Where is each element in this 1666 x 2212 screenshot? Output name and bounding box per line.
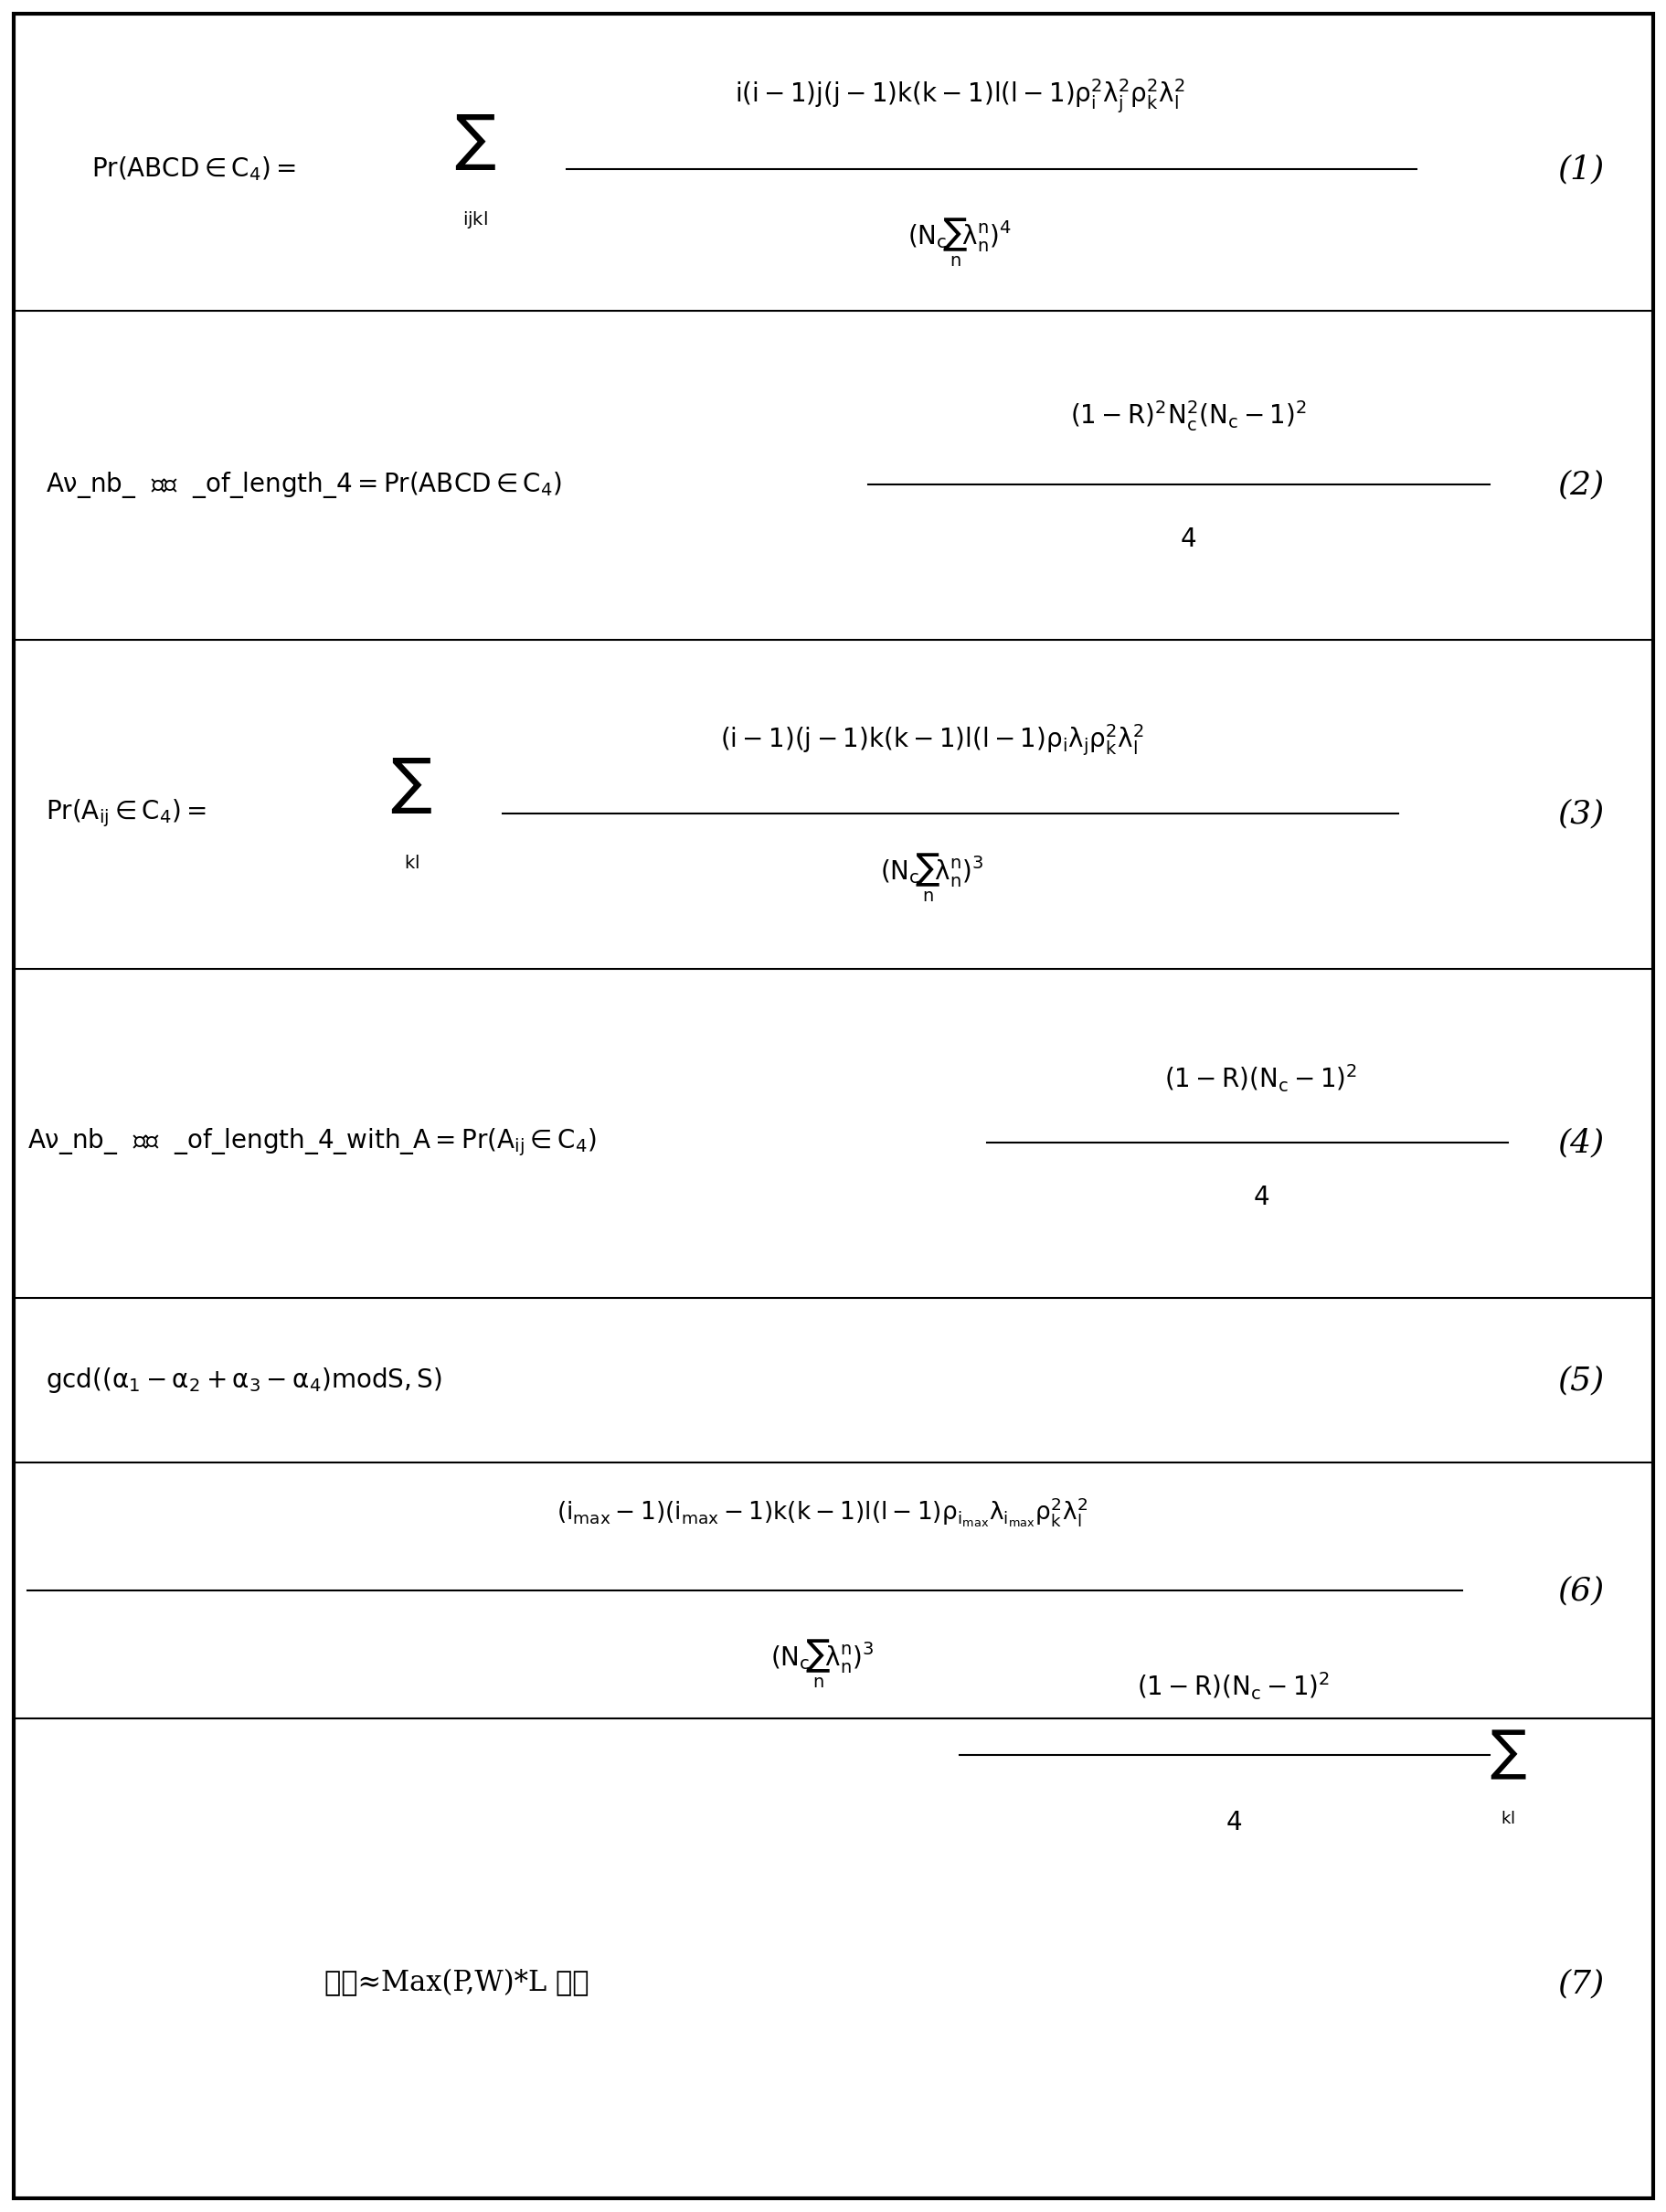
- Text: $\sum$: $\sum$: [455, 113, 496, 170]
- Text: $\mathrm{kl}$: $\mathrm{kl}$: [403, 856, 418, 872]
- Text: (5): (5): [1556, 1365, 1604, 1396]
- Text: $\mathrm{(1-R)(N_c-1)^2}$: $\mathrm{(1-R)(N_c-1)^2}$: [1136, 1670, 1329, 1703]
- Text: (2): (2): [1556, 469, 1604, 500]
- Text: $\mathrm{ijkl}$: $\mathrm{ijkl}$: [461, 208, 488, 230]
- Text: $\mathrm{A\nu\_nb\_}$  周期  $\mathrm{\_of\_length\_4=Pr(ABCD{\in}C_4)}$: $\mathrm{A\nu\_nb\_}$ 周期 $\mathrm{\_of\_…: [45, 469, 561, 500]
- Text: (1): (1): [1556, 153, 1604, 184]
- Text: $\mathrm{(i_{max}-1)(i_{max}-1)k(k-1)l(l-1)\rho_{i_{max}}\lambda_{i_{max}}\rho_k: $\mathrm{(i_{max}-1)(i_{max}-1)k(k-1)l(l…: [556, 1495, 1088, 1528]
- Text: $\mathrm{4}$: $\mathrm{4}$: [1180, 526, 1196, 551]
- Text: $\mathrm{(1-R)^2N_c^2(N_c-1)^2}$: $\mathrm{(1-R)^2N_c^2(N_c-1)^2}$: [1070, 398, 1306, 434]
- Text: $\sum$: $\sum$: [1489, 1728, 1526, 1781]
- Text: $\mathrm{i(i-1)j(j-1)k(k-1)l(l-1)\rho_i^2\lambda_j^2\rho_k^2\lambda_l^2}$: $\mathrm{i(i-1)j(j-1)k(k-1)l(l-1)\rho_i^…: [735, 77, 1185, 115]
- Text: $\mathrm{kl}$: $\mathrm{kl}$: [1499, 1812, 1514, 1827]
- Text: $\mathrm{gcd((\alpha_1-\alpha_2+\alpha_3-\alpha_4)modS,S)}$: $\mathrm{gcd((\alpha_1-\alpha_2+\alpha_3…: [45, 1365, 441, 1396]
- Text: $\mathrm{(N_c\!\sum_n\!\lambda_n^n)^3}$: $\mathrm{(N_c\!\sum_n\!\lambda_n^n)^3}$: [770, 1637, 873, 1690]
- Text: (7): (7): [1556, 1969, 1604, 2000]
- Text: (3): (3): [1556, 799, 1604, 830]
- Text: $\mathrm{Pr(ABCD{\in}C_4)}=$: $\mathrm{Pr(ABCD{\in}C_4)}=$: [92, 155, 297, 184]
- Text: $\mathrm{(N_c\!\sum_n\!\lambda_n^n)^3}$: $\mathrm{(N_c\!\sum_n\!\lambda_n^n)^3}$: [880, 852, 983, 905]
- Text: $\mathrm{4}$: $\mathrm{4}$: [1253, 1186, 1269, 1210]
- Text: $\mathrm{(i-1)(j-1)k(k-1)l(l-1)\rho_i\lambda_j\rho_k^2\lambda_l^2}$: $\mathrm{(i-1)(j-1)k(k-1)l(l-1)\rho_i\la…: [720, 723, 1143, 759]
- Text: $\mathrm{(N_c\!\sum_n\!\lambda_n^n)^4}$: $\mathrm{(N_c\!\sum_n\!\lambda_n^n)^4}$: [906, 217, 1011, 268]
- Text: (4): (4): [1556, 1128, 1604, 1159]
- Text: (6): (6): [1556, 1575, 1604, 1606]
- Text: $\sum$: $\sum$: [390, 757, 431, 816]
- Text: $\mathrm{Pr(A_{ij}{\in}C_4)=}$: $\mathrm{Pr(A_{ij}{\in}C_4)=}$: [45, 799, 207, 830]
- Text: 延迟≈Max(P,W)*L 周期: 延迟≈Max(P,W)*L 周期: [325, 1969, 588, 1997]
- Text: $\mathrm{A\nu\_nb\_}$  周期  $\mathrm{\_of\_length\_4\_with\_A=Pr(A_{ij}{\in}C_4)}: $\mathrm{A\nu\_nb\_}$ 周期 $\mathrm{\_of\_…: [27, 1126, 596, 1159]
- Text: $\mathrm{(1-R)(N_c-1)^2}$: $\mathrm{(1-R)(N_c-1)^2}$: [1165, 1062, 1356, 1095]
- Text: $\mathrm{4}$: $\mathrm{4}$: [1225, 1812, 1241, 1836]
